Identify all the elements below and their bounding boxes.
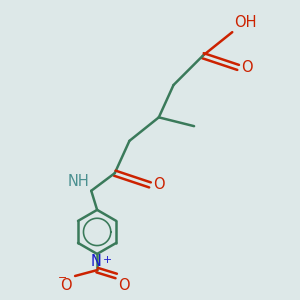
Text: OH: OH <box>234 15 256 30</box>
Text: O: O <box>118 278 130 293</box>
Text: N: N <box>90 254 101 268</box>
Text: O: O <box>60 278 72 293</box>
Text: O: O <box>241 60 253 75</box>
Text: O: O <box>153 177 165 192</box>
Text: −: − <box>58 273 67 283</box>
Text: +: + <box>102 255 112 265</box>
Text: NH: NH <box>68 174 90 189</box>
